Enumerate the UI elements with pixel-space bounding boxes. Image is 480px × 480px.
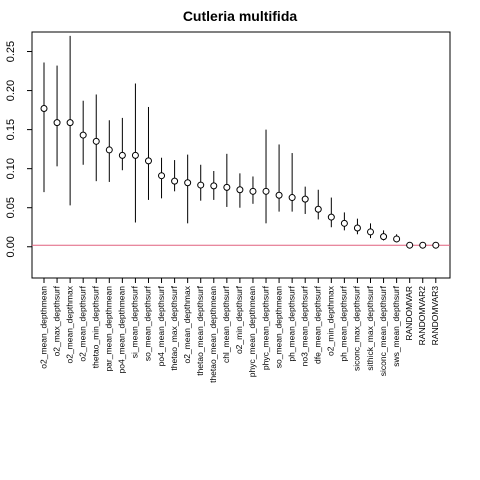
data-point <box>66 119 74 127</box>
chart-title: Cutleria multifida <box>183 8 298 24</box>
x-tick-label: o2_max_depthsurf <box>51 285 61 356</box>
x-tick-label: phyc_mean_depthsurf <box>260 285 270 370</box>
data-point <box>197 181 205 189</box>
data-point <box>184 179 192 187</box>
data-point <box>432 241 440 249</box>
data-point <box>223 183 231 191</box>
data-point <box>262 187 270 195</box>
data-point <box>40 105 48 113</box>
data-point <box>118 151 126 159</box>
data-point <box>327 213 335 221</box>
x-tick-label: o2_min_depthsurf <box>234 285 244 354</box>
x-tick-label: RANDOMVAR <box>404 286 414 341</box>
x-tick-label: o2_mean_depthmax <box>64 285 74 363</box>
x-tick-label: RANDOMVAR3 <box>430 286 440 346</box>
plot-frame <box>31 31 451 279</box>
data-points <box>40 105 440 249</box>
x-tick-label: po4_mean_depthsurf <box>156 285 166 366</box>
data-point <box>131 151 139 159</box>
data-point <box>367 228 374 236</box>
y-tick-label: 0.15 <box>5 119 17 140</box>
y-tick-label: 0.10 <box>5 158 17 179</box>
data-point <box>79 131 87 139</box>
x-tick-label: si_mean_depthsurf <box>130 285 140 358</box>
data-point <box>393 235 401 243</box>
x-tick-label: po4_mean_depthmean <box>117 286 127 374</box>
y-axis: 0.00 0.05 0.10 0.15 0.20 0.25 <box>5 41 32 257</box>
data-point <box>105 146 113 154</box>
data-point <box>210 182 218 190</box>
x-tick-label: par_mean_depthmean <box>104 286 114 372</box>
x-tick-label: o2_mean_depthmean <box>38 286 48 369</box>
y-tick-label: 0.05 <box>5 197 17 218</box>
x-tick-label: thetao_min_depthsurf <box>90 285 100 368</box>
data-point <box>353 224 361 232</box>
data-point <box>236 186 244 194</box>
x-tick-label: o2_min_depthmax <box>326 285 336 356</box>
data-point <box>380 233 388 241</box>
x-tick-label: sithick_max_depthsurf <box>365 285 375 370</box>
x-tick-label: sws_mean_depthsurf <box>391 285 401 366</box>
x-tick-label: thetao_mean_depthsurf <box>195 285 205 375</box>
data-point <box>288 194 296 202</box>
data-point <box>92 137 100 145</box>
data-point <box>301 195 309 203</box>
x-tick-label: so_mean_depthsurf <box>143 285 153 361</box>
x-tick-label: siconc_mean_depthsurf <box>378 285 388 376</box>
data-point <box>53 119 61 127</box>
x-tick-label: thetao_mean_depthmean <box>208 286 218 383</box>
x-tick-label: siconc_max_depthsurf <box>352 285 362 371</box>
x-tick-label: o2_mean_depthsurf <box>77 285 87 361</box>
x-tick-label: thetao_max_depthsurf <box>169 285 179 370</box>
y-tick-label: 0.00 <box>5 236 17 257</box>
y-tick-label: 0.20 <box>5 80 17 101</box>
data-point <box>171 177 179 185</box>
x-tick-label: dfe_mean_depthsurf <box>313 285 323 364</box>
x-tick-label: phyc_mean_depthmean <box>247 286 257 377</box>
data-point <box>406 241 414 249</box>
data-point <box>275 191 283 199</box>
x-tick-label: ph_mean_depthsurf <box>339 285 349 361</box>
x-tick-label: RANDOMVAR2 <box>417 286 427 346</box>
x-tick-label: o2_mean_depthmax <box>182 285 192 363</box>
data-point <box>144 157 152 165</box>
x-tick-label: ph_mean_depthsurf <box>286 285 296 361</box>
data-point <box>419 241 427 249</box>
x-axis: o2_mean_depthmean o2_max_depthsurf o2_mean… <box>38 278 440 383</box>
data-point <box>340 219 348 227</box>
x-tick-label: chl_mean_depthsurf <box>221 285 231 363</box>
data-point <box>314 205 322 213</box>
y-tick-label: 0.25 <box>5 41 17 62</box>
data-point <box>249 187 257 195</box>
x-tick-label: no3_mean_depthsurf <box>299 285 309 366</box>
data-point <box>158 172 166 180</box>
x-tick-label: so_mean_depthmean <box>273 286 283 369</box>
